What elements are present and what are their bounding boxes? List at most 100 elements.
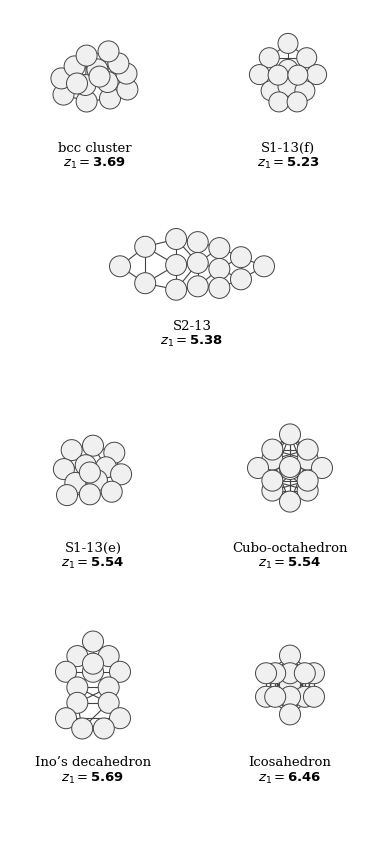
Circle shape <box>108 53 129 74</box>
Circle shape <box>262 439 283 460</box>
Circle shape <box>187 275 208 297</box>
Circle shape <box>294 686 315 707</box>
Circle shape <box>303 686 324 707</box>
Circle shape <box>65 473 86 493</box>
Text: $z_1 = \mathbf{5.54}$: $z_1 = \mathbf{5.54}$ <box>258 555 322 571</box>
Circle shape <box>53 84 74 105</box>
Circle shape <box>82 631 103 652</box>
Circle shape <box>295 81 315 100</box>
Circle shape <box>76 91 97 112</box>
Text: Cubo-octahedron: Cubo-octahedron <box>232 541 348 554</box>
Circle shape <box>278 59 298 80</box>
Circle shape <box>72 718 93 739</box>
Circle shape <box>280 458 301 480</box>
Circle shape <box>111 464 132 485</box>
Circle shape <box>254 256 275 277</box>
Circle shape <box>278 76 298 96</box>
Circle shape <box>93 718 114 739</box>
Text: S1-13(f): S1-13(f) <box>261 142 315 154</box>
Text: $z_1 = \mathbf{6.46}$: $z_1 = \mathbf{6.46}$ <box>258 770 322 786</box>
Circle shape <box>297 470 318 491</box>
Circle shape <box>166 255 187 275</box>
Circle shape <box>209 258 230 280</box>
Circle shape <box>135 236 156 257</box>
Circle shape <box>67 645 88 667</box>
Circle shape <box>82 435 103 456</box>
Circle shape <box>259 48 279 68</box>
Text: $z_1 = \mathbf{5.69}$: $z_1 = \mathbf{5.69}$ <box>61 770 124 786</box>
Circle shape <box>110 256 131 277</box>
Circle shape <box>187 232 208 252</box>
Circle shape <box>76 45 97 66</box>
Circle shape <box>280 674 301 696</box>
Circle shape <box>280 491 301 512</box>
Text: $z_1 = \mathbf{5.23}$: $z_1 = \mathbf{5.23}$ <box>257 155 319 171</box>
Circle shape <box>247 457 268 479</box>
Circle shape <box>280 662 301 684</box>
Circle shape <box>265 686 286 707</box>
Circle shape <box>82 653 103 674</box>
Circle shape <box>61 439 82 461</box>
Circle shape <box>209 277 230 299</box>
Circle shape <box>287 92 307 112</box>
Circle shape <box>255 686 277 707</box>
Circle shape <box>97 71 118 93</box>
Circle shape <box>280 424 301 445</box>
Circle shape <box>75 75 96 95</box>
Circle shape <box>255 662 277 684</box>
Circle shape <box>297 48 317 68</box>
Circle shape <box>79 462 100 483</box>
Circle shape <box>82 662 103 682</box>
Circle shape <box>166 279 187 300</box>
Circle shape <box>135 273 156 293</box>
Circle shape <box>67 677 88 698</box>
Circle shape <box>98 692 119 713</box>
Text: $z_1 = \mathbf{3.69}$: $z_1 = \mathbf{3.69}$ <box>63 155 127 171</box>
Circle shape <box>56 662 77 682</box>
Circle shape <box>265 662 286 684</box>
Circle shape <box>116 63 137 84</box>
Text: Ino’s decahedron: Ino’s decahedron <box>35 756 151 769</box>
Circle shape <box>297 439 318 460</box>
Circle shape <box>166 228 187 250</box>
Circle shape <box>280 456 301 477</box>
Circle shape <box>67 692 88 713</box>
Circle shape <box>110 662 131 682</box>
Circle shape <box>98 41 119 62</box>
Circle shape <box>231 269 252 290</box>
Circle shape <box>89 66 110 88</box>
Text: bcc cluster: bcc cluster <box>58 142 132 154</box>
Circle shape <box>311 457 332 479</box>
Circle shape <box>209 238 230 258</box>
Circle shape <box>98 677 119 698</box>
Circle shape <box>268 65 288 85</box>
Circle shape <box>100 88 121 109</box>
Text: $z_1 = \mathbf{5.38}$: $z_1 = \mathbf{5.38}$ <box>160 334 224 348</box>
Circle shape <box>95 456 116 478</box>
Circle shape <box>278 33 298 53</box>
Circle shape <box>87 470 107 491</box>
Circle shape <box>288 65 308 85</box>
Circle shape <box>56 708 77 728</box>
Text: S1-13(e): S1-13(e) <box>64 541 121 554</box>
Circle shape <box>75 455 96 475</box>
Circle shape <box>117 79 138 100</box>
Circle shape <box>104 442 125 463</box>
Circle shape <box>87 59 108 80</box>
Circle shape <box>280 704 301 725</box>
Circle shape <box>110 708 131 728</box>
Circle shape <box>249 64 269 85</box>
Circle shape <box>294 662 315 684</box>
Circle shape <box>280 686 301 707</box>
Circle shape <box>307 64 327 85</box>
Circle shape <box>79 484 100 505</box>
Text: Icosahedron: Icosahedron <box>249 756 331 769</box>
Circle shape <box>262 470 283 491</box>
Text: S2-13: S2-13 <box>172 319 211 333</box>
Circle shape <box>261 81 281 100</box>
Circle shape <box>187 252 208 274</box>
Circle shape <box>297 480 318 501</box>
Circle shape <box>262 449 283 470</box>
Circle shape <box>98 645 119 667</box>
Circle shape <box>67 73 87 94</box>
